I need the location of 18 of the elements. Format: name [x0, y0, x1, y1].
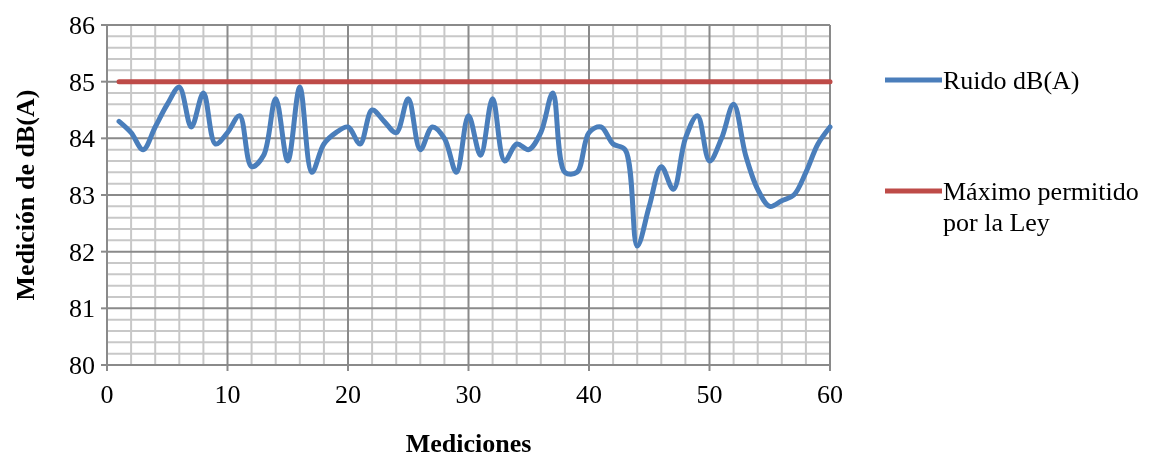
y-axis-title: Medición de dB(A): [11, 89, 40, 301]
x-axis-title: Mediciones: [405, 429, 532, 458]
x-tick-label: 40: [576, 380, 602, 409]
y-tick-label: 80: [69, 351, 95, 381]
y-tick-label: 83: [69, 181, 95, 211]
x-tick-label: 20: [335, 380, 361, 409]
x-tick-label: 50: [696, 380, 723, 409]
y-tick-label: 84: [69, 124, 95, 154]
x-tick-label: 10: [214, 380, 241, 409]
y-tick-label: 81: [69, 294, 95, 324]
x-tick-label: 0: [100, 380, 114, 409]
y-tick-label: 86: [69, 11, 95, 41]
legend-label: Ruido dB(A): [943, 66, 1080, 95]
y-tick-label: 85: [69, 67, 95, 97]
x-tick-label: 60: [817, 380, 843, 409]
x-tick-label: 30: [455, 380, 482, 409]
y-tick-label: 82: [69, 237, 95, 267]
legend-label: Máximo permitido por la Ley: [943, 177, 1139, 237]
